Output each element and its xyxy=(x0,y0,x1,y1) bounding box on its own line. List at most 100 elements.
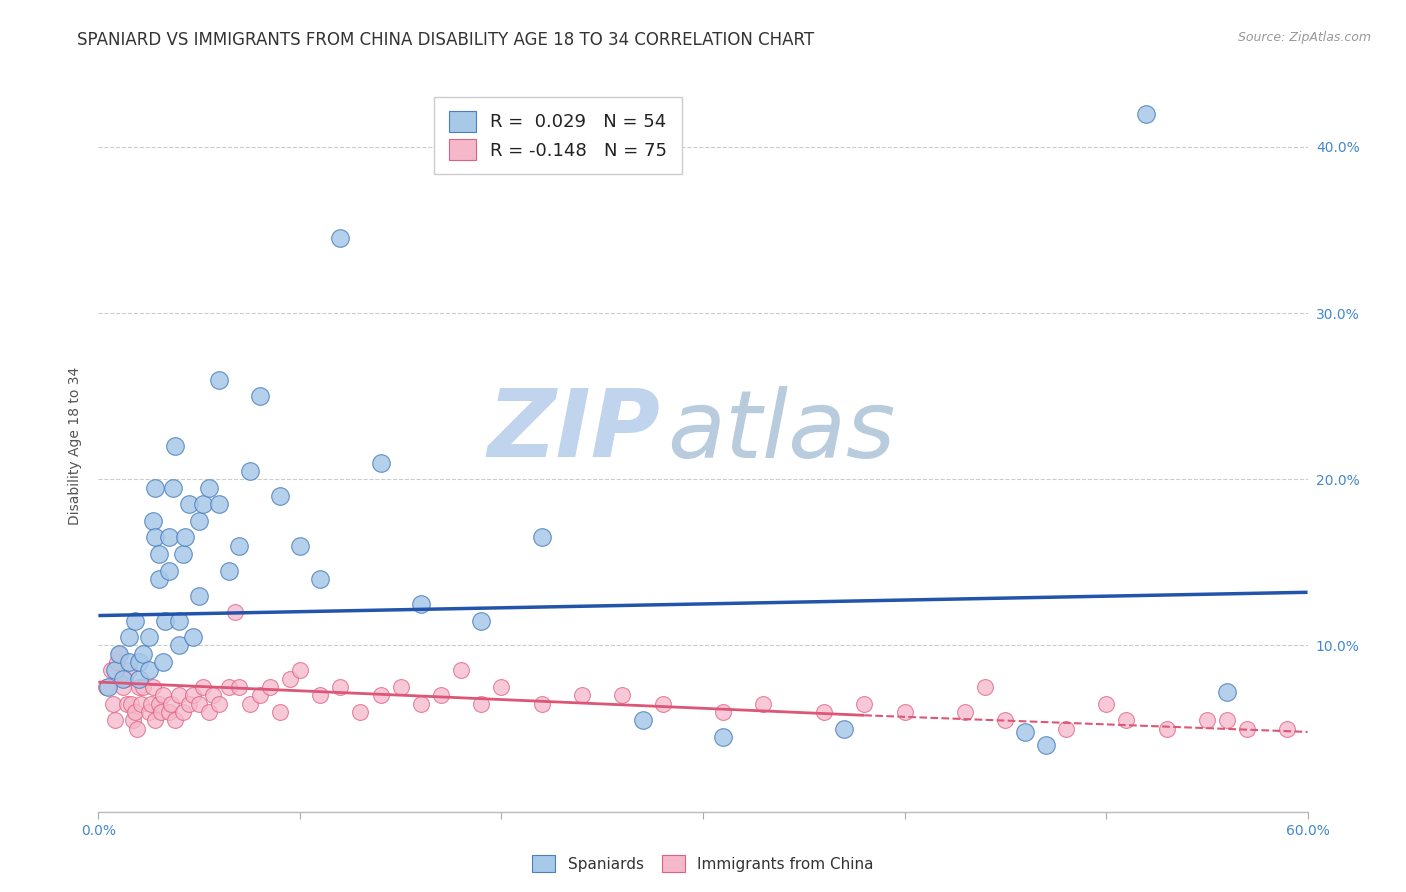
Point xyxy=(309,572,332,586)
Point xyxy=(188,589,211,603)
Point xyxy=(893,705,915,719)
Text: ZIP: ZIP xyxy=(488,385,661,477)
Point xyxy=(198,705,221,719)
Point xyxy=(105,655,128,669)
Point xyxy=(162,481,184,495)
Point xyxy=(288,539,311,553)
Point xyxy=(953,705,976,719)
Point xyxy=(97,680,120,694)
Point xyxy=(1095,697,1118,711)
Text: Source: ZipAtlas.com: Source: ZipAtlas.com xyxy=(1237,31,1371,45)
Point xyxy=(208,697,231,711)
Point xyxy=(181,630,204,644)
Point xyxy=(832,722,855,736)
Point xyxy=(138,705,160,719)
Point xyxy=(128,672,150,686)
Point xyxy=(120,697,142,711)
Point xyxy=(288,664,311,678)
Point xyxy=(813,705,835,719)
Point xyxy=(114,672,136,686)
Point xyxy=(115,697,138,711)
Point xyxy=(752,697,775,711)
Point xyxy=(1216,685,1239,699)
Y-axis label: Disability Age 18 to 34: Disability Age 18 to 34 xyxy=(69,367,83,525)
Point xyxy=(128,655,150,669)
Point xyxy=(228,539,250,553)
Point xyxy=(430,689,453,703)
Point xyxy=(188,514,211,528)
Point xyxy=(152,655,174,669)
Point xyxy=(148,697,170,711)
Point xyxy=(470,614,492,628)
Point xyxy=(409,697,432,711)
Point xyxy=(1156,722,1178,736)
Point xyxy=(711,705,734,719)
Point xyxy=(208,372,231,386)
Point xyxy=(530,697,553,711)
Point xyxy=(103,714,125,728)
Point xyxy=(125,722,148,736)
Point xyxy=(218,680,240,694)
Point xyxy=(118,630,141,644)
Point xyxy=(107,647,129,661)
Point xyxy=(1135,106,1157,120)
Point xyxy=(163,714,186,728)
Point xyxy=(409,597,432,611)
Point xyxy=(208,497,231,511)
Point xyxy=(148,547,170,561)
Point xyxy=(249,389,271,403)
Point xyxy=(163,439,186,453)
Point xyxy=(111,680,134,694)
Point xyxy=(107,647,129,661)
Point xyxy=(218,564,240,578)
Point xyxy=(143,481,166,495)
Point xyxy=(349,705,371,719)
Point xyxy=(132,647,155,661)
Legend: R =  0.029   N = 54, R = -0.148   N = 75: R = 0.029 N = 54, R = -0.148 N = 75 xyxy=(434,96,682,175)
Point xyxy=(1014,725,1036,739)
Point xyxy=(269,489,291,503)
Point xyxy=(96,680,118,694)
Point xyxy=(132,680,155,694)
Text: atlas: atlas xyxy=(666,386,896,477)
Point xyxy=(128,680,150,694)
Point xyxy=(974,680,997,694)
Point xyxy=(193,680,215,694)
Point xyxy=(491,680,513,694)
Point xyxy=(470,697,492,711)
Point xyxy=(198,481,221,495)
Point xyxy=(450,664,472,678)
Point xyxy=(152,689,174,703)
Point xyxy=(259,680,281,694)
Point xyxy=(239,697,262,711)
Point xyxy=(143,714,166,728)
Point xyxy=(1216,714,1239,728)
Point xyxy=(149,705,172,719)
Point xyxy=(188,697,211,711)
Point xyxy=(143,530,166,544)
Point xyxy=(224,605,246,619)
Point xyxy=(167,614,190,628)
Point xyxy=(1115,714,1137,728)
Point xyxy=(174,530,197,544)
Point xyxy=(269,705,291,719)
Point xyxy=(239,464,262,478)
Point xyxy=(121,714,143,728)
Point xyxy=(142,514,165,528)
Point xyxy=(139,697,162,711)
Point xyxy=(124,614,146,628)
Point xyxy=(160,697,183,711)
Point xyxy=(329,680,352,694)
Point xyxy=(309,689,332,703)
Point xyxy=(167,689,190,703)
Point xyxy=(1236,722,1258,736)
Point xyxy=(153,614,176,628)
Point xyxy=(389,680,412,694)
Point xyxy=(118,655,141,669)
Point xyxy=(157,530,180,544)
Point xyxy=(1277,722,1299,736)
Point xyxy=(111,672,134,686)
Point xyxy=(148,572,170,586)
Point xyxy=(179,497,201,511)
Point xyxy=(329,231,352,245)
